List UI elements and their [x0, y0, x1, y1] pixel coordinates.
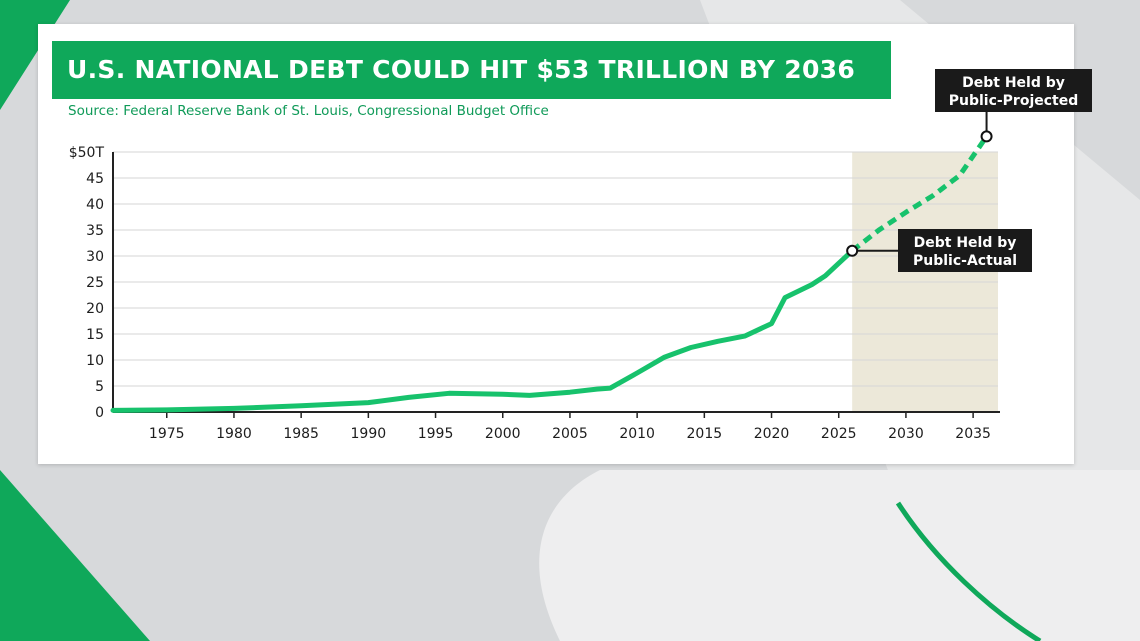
callout-label-line1: Debt Held by [962, 75, 1065, 91]
y-tick-label: 0 [95, 405, 104, 421]
chart-title: U.S. NATIONAL DEBT COULD HIT $53 TRILLIO… [52, 41, 891, 99]
x-tick-label: 1995 [418, 426, 454, 442]
callout-label-line2: Public-Actual [913, 253, 1017, 269]
y-tick-label: 10 [86, 353, 104, 369]
x-tick-label: 2025 [821, 426, 857, 442]
callout-label-line2: Public-Projected [949, 93, 1079, 109]
x-tick-label: 1975 [149, 426, 185, 442]
x-tick-label: 2015 [687, 426, 723, 442]
y-tick-label: $50T [69, 145, 105, 161]
x-tick-label: 1990 [351, 426, 387, 442]
y-tick-label: 35 [86, 223, 104, 239]
callout-box [898, 229, 1032, 272]
x-tick-label: 2010 [619, 426, 655, 442]
y-tick-label: 45 [86, 171, 104, 187]
y-tick-label: 40 [86, 197, 104, 213]
callout-label-line1: Debt Held by [914, 235, 1017, 251]
y-tick-label: 15 [86, 327, 104, 343]
series-line-projected [850, 134, 989, 253]
x-tick-label: 2020 [754, 426, 790, 442]
callout-actual: Debt Held by Public-Actual [846, 229, 1032, 272]
y-tick-label: 5 [95, 379, 104, 395]
background-green-arc [895, 501, 1042, 641]
corner-accent-bottom-left [0, 470, 150, 641]
series-line-actual [110, 248, 855, 413]
background-swoosh-lower [539, 470, 1140, 641]
y-tick-label: 30 [86, 249, 104, 265]
y-tick-label: 25 [86, 275, 104, 291]
x-tick-label: 2005 [552, 426, 588, 442]
callout-marker [980, 130, 993, 143]
x-tick-label: 2035 [955, 426, 991, 442]
callout-box [935, 69, 1092, 112]
x-tick-label: 1980 [216, 426, 252, 442]
x-tick-label: 2000 [485, 426, 521, 442]
y-tick-label: 20 [86, 301, 104, 317]
callout-marker [846, 244, 859, 257]
x-tick-label: 2030 [888, 426, 924, 442]
x-tick-label: 1985 [283, 426, 319, 442]
callout-projected: Debt Held by Public-Projected [935, 69, 1092, 143]
chart-source: Source: Federal Reserve Bank of St. Loui… [68, 103, 549, 119]
